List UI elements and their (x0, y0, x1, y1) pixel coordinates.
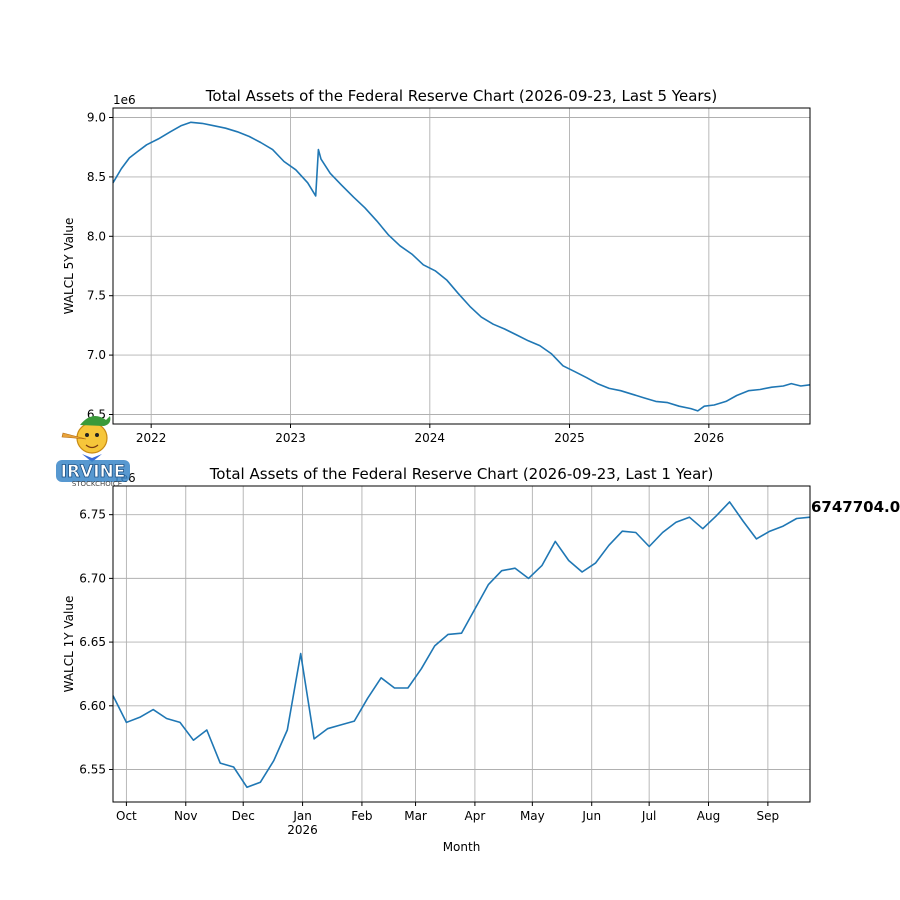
chart-1y-xtick-label: Nov (174, 809, 197, 823)
chart-5y-ylabel: WALCL 5Y Value (62, 218, 76, 315)
chart-1y-ytick-label: 6.75 (79, 508, 106, 522)
chart-1y-ytick-label: 6.55 (79, 763, 106, 777)
chart-1y-series-line (112, 501, 811, 789)
chart-5y-xtick-label: 2024 (415, 431, 446, 445)
chart-5y-ytick-label: 8.0 (87, 229, 106, 243)
chart-1y-ytick-label: 6.70 (79, 571, 106, 585)
chart-1y-xtick-label: Mar (404, 809, 427, 823)
chart-1y: Oct Nov Dec Jan Feb Mar Apr May Jun Jul Aug Sep 6.55… (62, 465, 900, 854)
chart-1y-xtick-label: Apr (465, 809, 486, 823)
logo-wordmark-badge (56, 460, 130, 482)
chart-1y-xtick-label: Oct (116, 809, 137, 823)
chart-1y-xtick-label: Jan (292, 809, 312, 823)
logo-subword: STOCKCHOICE (72, 480, 122, 488)
chart-5y-xtick-label: 2026 (694, 431, 725, 445)
chart-5y-xtick-label: 2023 (275, 431, 306, 445)
chart-1y-title: Total Assets of the Federal Reserve Char… (209, 465, 714, 483)
chart-5y-offset-label: 1e6 (113, 93, 136, 107)
chart-5y-ytick-label: 8.5 (87, 170, 106, 184)
chart-1y-xtick-label: May (520, 809, 545, 823)
chart-1y-ytick-label: 6.60 (79, 699, 106, 713)
logo-eye-icon (85, 433, 89, 437)
chart-5y-ytick-label: 7.5 (87, 289, 106, 303)
chart-5y-xtick-label: 2025 (554, 431, 585, 445)
logo-bowtie-icon (82, 454, 102, 462)
chart-5y-xtick-label: 2022 (136, 431, 167, 445)
logo-wordmark: IRVINE (61, 462, 126, 482)
chart-1y-xtick-label: Feb (351, 809, 372, 823)
chart-1y-xtick-label: Aug (697, 809, 720, 823)
chart-5y-ytick-label: 9.0 (87, 111, 106, 125)
chart-1y-frame (112, 485, 811, 803)
chart-1y-xtick-label: Sep (757, 809, 780, 823)
chart-5y-frame (112, 107, 811, 425)
chart-5y-series-line (112, 121, 811, 412)
irvine-stockchoice-logo: IRVINE STOCKCHOICE (56, 416, 130, 488)
chart-1y-last-value-label: 6747704.0 (811, 498, 900, 516)
logo-nose-icon (61, 432, 87, 440)
chart-1y-ticks: Oct Nov Dec Jan Feb Mar Apr May Jun Jul Aug Sep 6.55… (79, 508, 779, 823)
chart-5y-title: Total Assets of the Federal Reserve Char… (205, 87, 717, 105)
chart-5y-grid (113, 108, 810, 424)
chart-1y-ylabel: WALCL 1Y Value (62, 596, 76, 693)
chart-1y-xtick-label: Dec (232, 809, 255, 823)
chart-1y-xlabel: Month (443, 840, 481, 854)
chart-5y-ytick-label: 7.0 (87, 348, 106, 362)
chart-1y-grid (113, 486, 810, 802)
logo-eye-icon (95, 433, 99, 437)
chart-1y-xtick-sublabel: 2026 (287, 823, 318, 837)
chart-1y-xtick-label: Jun (581, 809, 601, 823)
logo-mouth-icon (85, 444, 99, 449)
logo-hat-icon (80, 416, 111, 426)
chart-1y-xtick-label: Jul (641, 809, 656, 823)
chart-1y-ytick-label: 6.65 (79, 635, 106, 649)
